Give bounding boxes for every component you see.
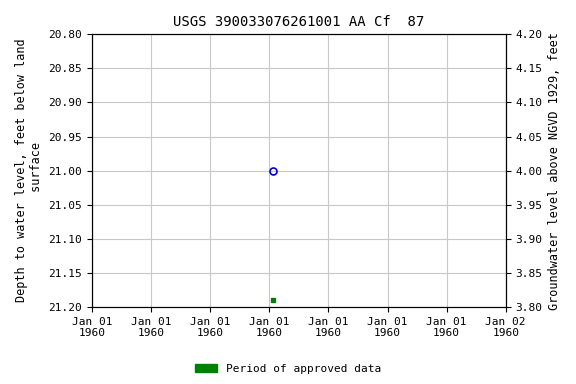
Title: USGS 390033076261001 AA Cf  87: USGS 390033076261001 AA Cf 87 — [173, 15, 425, 29]
Legend: Period of approved data: Period of approved data — [191, 359, 385, 379]
Y-axis label: Groundwater level above NGVD 1929, feet: Groundwater level above NGVD 1929, feet — [548, 32, 561, 310]
Y-axis label: Depth to water level, feet below land
 surface: Depth to water level, feet below land su… — [15, 39, 43, 303]
